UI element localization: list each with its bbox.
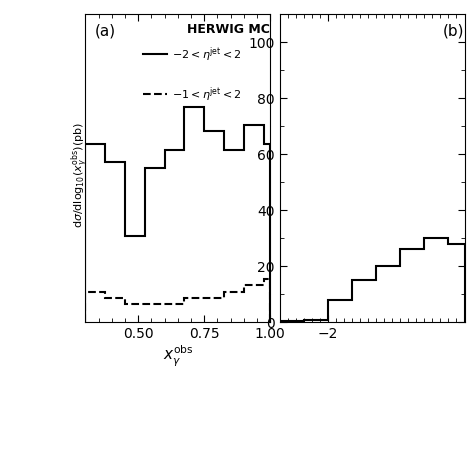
Text: $\mathrm{d}\sigma/\mathrm{dlog}_{10}(x_{\gamma}^{\mathrm{obs}})(\mathrm{pb})$: $\mathrm{d}\sigma/\mathrm{dlog}_{10}(x_{… bbox=[70, 122, 91, 228]
X-axis label: $x_{\gamma}^{\mathrm{obs}}$: $x_{\gamma}^{\mathrm{obs}}$ bbox=[163, 344, 193, 369]
Text: $-1 < \eta^{\mathrm{jet}} < 2$: $-1 < \eta^{\mathrm{jet}} < 2$ bbox=[172, 85, 242, 104]
Text: HERWIG MC: HERWIG MC bbox=[187, 24, 270, 36]
Text: (b): (b) bbox=[442, 24, 464, 38]
Text: (a): (a) bbox=[95, 24, 116, 38]
Text: $-2 < \eta^{\mathrm{jet}} < 2$: $-2 < \eta^{\mathrm{jet}} < 2$ bbox=[172, 45, 242, 64]
